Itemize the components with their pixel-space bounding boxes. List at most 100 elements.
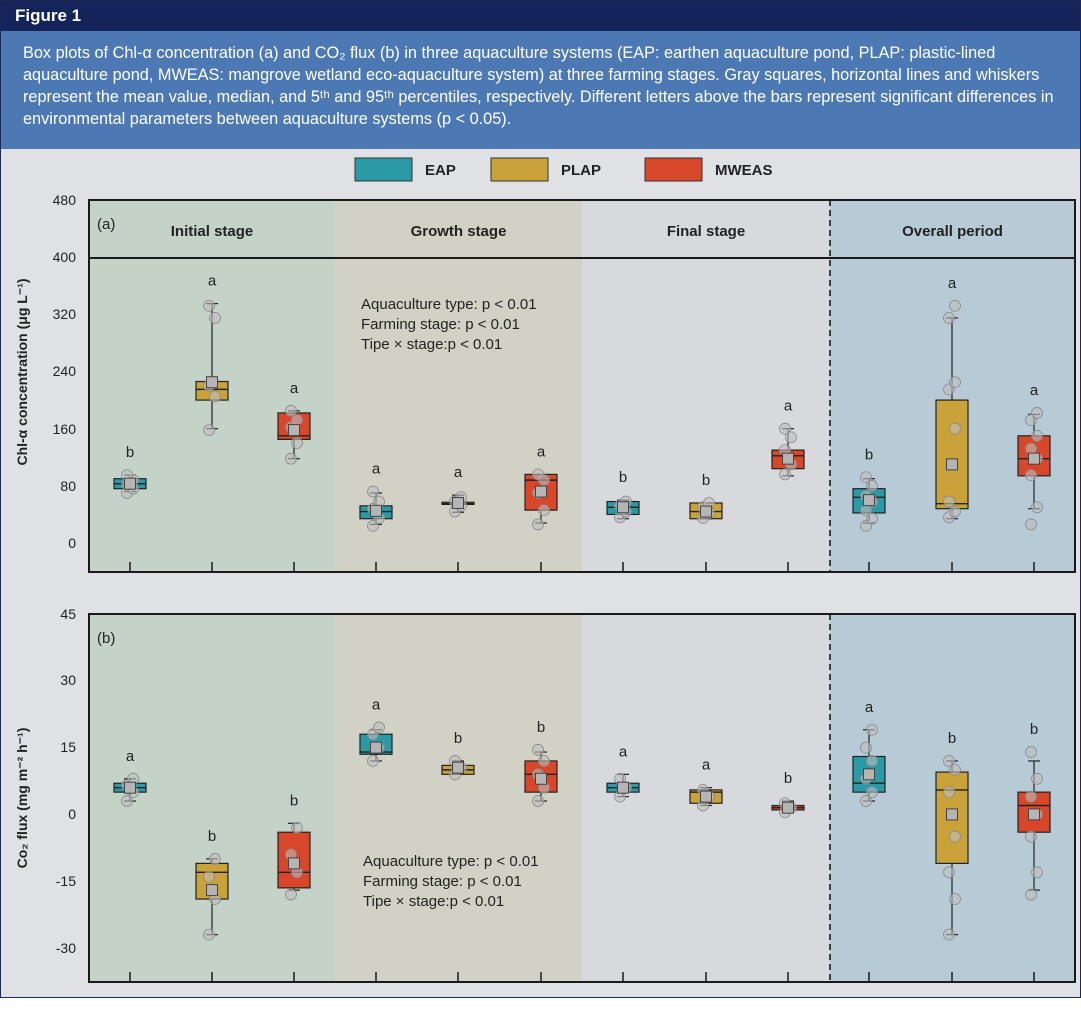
mean-square xyxy=(124,477,136,490)
data-point xyxy=(949,893,961,905)
data-point xyxy=(949,505,961,518)
data-point xyxy=(1025,888,1037,901)
data-point xyxy=(779,468,791,481)
y-tick-label: 480 xyxy=(53,192,77,208)
data-point xyxy=(532,795,544,807)
box-eap-initial-stage: b xyxy=(113,444,147,499)
significance-letter: b xyxy=(208,828,216,845)
data-point xyxy=(291,437,303,449)
significance-letter: a xyxy=(865,699,874,716)
mean-square xyxy=(370,504,382,517)
data-point xyxy=(532,518,544,531)
box-plap-final-stage: a xyxy=(689,757,723,812)
mean-square xyxy=(700,505,712,518)
data-point xyxy=(1025,830,1037,843)
box-mweas-initial-stage: a xyxy=(277,380,311,465)
box-mweas-growth-stage: a xyxy=(524,443,558,531)
mean-square xyxy=(535,485,547,498)
data-point xyxy=(943,866,955,879)
significance-letter: a xyxy=(126,748,135,765)
y-tick-label: 0 xyxy=(68,806,76,822)
figure-caption: Box plots of Chl-α concentration (a) and… xyxy=(1,31,1080,149)
data-point xyxy=(1025,518,1037,531)
data-point xyxy=(866,723,878,736)
box-plap-growth-stage: b xyxy=(441,730,475,781)
stats-annotation: Aquaculture type: p < 0.01 xyxy=(363,853,539,870)
data-point xyxy=(367,519,379,532)
data-point xyxy=(538,504,550,517)
significance-letter: a xyxy=(1030,382,1039,399)
mean-square xyxy=(782,801,794,814)
mean-square xyxy=(124,781,136,794)
stats-annotation: Farming stage: p < 0.01 xyxy=(361,316,520,333)
y-tick-label: 240 xyxy=(53,363,77,379)
data-point xyxy=(943,928,955,941)
significance-letter: a xyxy=(208,273,217,290)
significance-letter: a xyxy=(372,697,381,714)
data-point xyxy=(943,755,955,767)
plot-frame xyxy=(88,613,1076,983)
data-point xyxy=(949,763,961,776)
box-plap-final-stage: b xyxy=(689,472,723,524)
mean-square xyxy=(946,458,958,471)
data-point xyxy=(1031,501,1043,514)
data-point xyxy=(203,928,215,941)
data-point xyxy=(1025,790,1037,803)
data-point xyxy=(943,495,955,508)
box-eap-growth-stage: a xyxy=(359,461,393,532)
data-point xyxy=(949,376,961,389)
significance-letter: a xyxy=(290,380,299,397)
box-eap-initial-stage: a xyxy=(113,748,147,807)
significance-letter: a xyxy=(454,464,463,481)
data-point xyxy=(1031,772,1043,785)
stats-annotation: Tipe × stage:p < 0.01 xyxy=(361,336,502,353)
data-point xyxy=(785,431,797,444)
significance-letter: b xyxy=(290,792,298,809)
box-plap-growth-stage: a xyxy=(441,464,475,518)
mean-square xyxy=(288,857,300,870)
data-point xyxy=(367,755,379,767)
data-point xyxy=(203,299,215,312)
legend-swatch-plap xyxy=(490,157,549,182)
panel-label: (a) xyxy=(97,216,115,233)
data-point xyxy=(1031,866,1043,879)
legend-swatch-eap xyxy=(354,157,413,182)
stats-annotation: Aquaculture type: p < 0.01 xyxy=(361,296,537,313)
data-point xyxy=(203,424,215,436)
significance-letter: a xyxy=(537,443,546,460)
y-tick-label: 0 xyxy=(68,535,76,551)
significance-letter: a xyxy=(372,461,381,478)
data-point xyxy=(866,479,878,492)
box-plap-initial-stage: b xyxy=(195,828,229,941)
mean-square xyxy=(1028,452,1040,465)
stats-annotation: Tipe × stage:p < 0.01 xyxy=(363,893,504,910)
data-point xyxy=(203,870,215,883)
data-point xyxy=(860,471,872,484)
plot-frame xyxy=(88,199,1076,573)
data-point xyxy=(285,452,297,465)
legend-label-eap: EAP xyxy=(425,162,456,179)
data-point xyxy=(860,795,872,807)
box-iqr xyxy=(935,399,969,510)
significance-letter: b xyxy=(619,469,627,486)
mean-square xyxy=(206,884,218,897)
data-point xyxy=(209,390,221,403)
box-plap-initial-stage: a xyxy=(195,273,229,436)
data-point xyxy=(949,299,961,312)
data-point xyxy=(538,755,550,767)
data-point xyxy=(943,786,955,799)
stats-annotation: Farming stage: p < 0.01 xyxy=(363,873,522,890)
data-point xyxy=(532,743,544,756)
mean-square xyxy=(782,452,794,465)
mean-square xyxy=(617,501,629,514)
box-mweas-growth-stage: b xyxy=(524,719,558,807)
box-mweas-overall-period: a xyxy=(1017,382,1051,531)
mean-square xyxy=(617,781,629,794)
y-axis-label: Chl-α concentration (μg L⁻¹) xyxy=(14,278,30,465)
y-tick-label: 15 xyxy=(60,739,76,755)
box-mweas-overall-period: b xyxy=(1017,721,1051,901)
data-point xyxy=(373,721,385,734)
mean-square xyxy=(452,496,464,509)
data-point xyxy=(1031,429,1043,442)
